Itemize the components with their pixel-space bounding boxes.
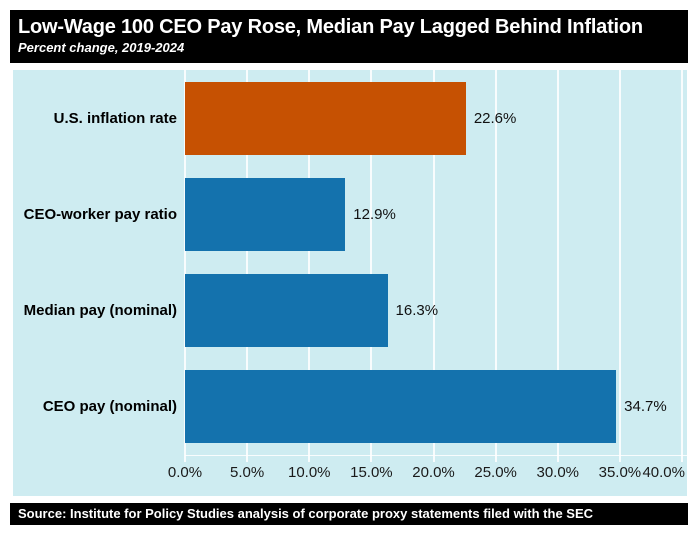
x-axis-tick — [370, 455, 373, 462]
x-axis-tick — [556, 455, 559, 462]
x-axis-tick — [184, 455, 186, 462]
title-bar: Low-Wage 100 CEO Pay Rose, Median Pay La… — [10, 10, 688, 63]
chart-subtitle: Percent change, 2019-2024 — [18, 40, 185, 55]
category-label: CEO pay (nominal) — [42, 398, 177, 416]
gridline — [494, 70, 497, 455]
source-note: Source: Institute for Policy Studies ana… — [10, 503, 688, 525]
x-axis-line — [185, 455, 687, 456]
bar-value-label: 12.9% — [353, 205, 396, 223]
gridline — [618, 70, 621, 455]
x-axis-tick-label: 40.0% — [642, 464, 685, 481]
bar — [185, 177, 346, 251]
chart-plot: 0.0% 5.0% 10.0% 15.0% 20.0% 25.0% 30.0% 35.0% 40… — [13, 70, 687, 496]
x-axis-tick — [618, 455, 621, 462]
x-axis-tick — [246, 455, 249, 462]
x-axis-tick-label: 25.0% — [474, 464, 517, 481]
gridline — [370, 70, 373, 455]
x-axis-tick-label: 0.0% — [167, 464, 203, 481]
x-axis-tick-label: 10.0% — [287, 464, 331, 481]
gridline — [432, 70, 435, 455]
category-label: CEO-worker pay ratio — [23, 205, 177, 223]
x-axis-tick-label: 5.0% — [230, 464, 265, 481]
x-axis-tick-label: 30.0% — [536, 464, 580, 481]
x-axis-tick — [494, 455, 497, 462]
gridline — [308, 70, 311, 455]
category-label: Median pay (nominal) — [23, 302, 177, 319]
x-axis-tick — [308, 455, 311, 462]
bar — [185, 370, 617, 444]
x-axis-tick-label: 35.0% — [598, 464, 642, 481]
category-label: U.S. inflation rate — [53, 109, 177, 127]
gridline — [246, 70, 249, 455]
x-axis-tick-label: 15.0% — [350, 464, 393, 481]
x-axis-tick — [432, 455, 435, 462]
bar-value-label: 22.6% — [473, 109, 517, 127]
gridline — [556, 70, 559, 455]
bar — [185, 81, 466, 155]
bar-value-label: 16.3% — [395, 302, 439, 320]
bar — [185, 274, 388, 348]
gridline — [184, 70, 186, 455]
bar-value-label: 34.7% — [624, 398, 667, 416]
gridline — [681, 70, 684, 455]
x-axis-tick — [681, 455, 684, 462]
x-axis-tick-label: 20.0% — [412, 464, 455, 481]
chart-title: Low-Wage 100 CEO Pay Rose, Median Pay La… — [18, 16, 643, 38]
